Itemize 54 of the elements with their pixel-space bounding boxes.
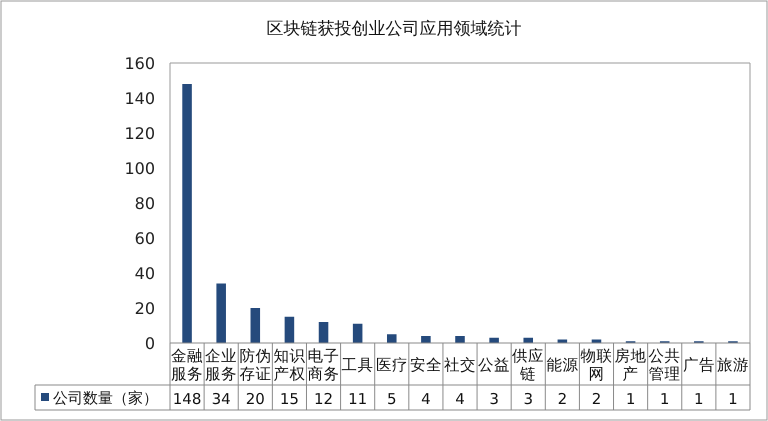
- x-tick-label: 医疗: [376, 356, 408, 374]
- data-label: 1: [626, 390, 636, 408]
- y-tick-label: 40: [134, 264, 155, 283]
- y-tick-label: 20: [134, 299, 155, 318]
- x-tick-label: 电子商务: [308, 347, 340, 383]
- x-tick-label: 广告: [682, 356, 715, 374]
- data-label: 12: [314, 390, 334, 408]
- y-tick-label: 100: [124, 159, 155, 178]
- legend-label: 公司数量（家）: [53, 389, 158, 407]
- data-label: 4: [455, 390, 465, 408]
- bar: [386, 334, 397, 343]
- chart-title: 区块链获投创业公司应用领域统计: [266, 19, 522, 39]
- x-tick-label: 房地产: [614, 347, 647, 383]
- data-label: 20: [246, 390, 265, 408]
- x-tick-label: 物联网: [580, 347, 612, 383]
- data-label: 1: [728, 390, 738, 408]
- x-tick-label: 知识产权: [273, 347, 306, 383]
- x-tick-label: 公益: [478, 356, 510, 374]
- x-tick-label: 安全: [410, 356, 442, 374]
- y-tick-label: 140: [124, 89, 155, 108]
- data-label: 3: [489, 390, 499, 408]
- x-tick-label: 能源: [546, 356, 578, 374]
- x-tick-label: 防伪存证: [239, 347, 272, 383]
- x-tick-label: 公共管理: [648, 347, 681, 383]
- bar: [352, 324, 362, 343]
- data-label: 2: [558, 390, 568, 408]
- bar: [216, 284, 226, 343]
- bar: [182, 84, 192, 343]
- y-tick-label: 120: [124, 124, 155, 143]
- bar: [318, 322, 328, 343]
- x-tick-label: 社交: [444, 356, 476, 374]
- x-tick-label: 供应链: [512, 347, 544, 383]
- data-label: 5: [386, 390, 397, 408]
- bar: [455, 336, 465, 343]
- y-tick-label: 60: [134, 229, 155, 248]
- x-tick-label: 金融服务: [171, 347, 204, 383]
- x-tick-label: 工具: [342, 356, 374, 374]
- data-label: 1: [660, 390, 670, 408]
- data-label: 2: [592, 390, 602, 408]
- bar: [250, 308, 260, 343]
- data-label: 11: [348, 390, 368, 408]
- bar: [284, 316, 294, 343]
- y-tick-label: 0: [144, 334, 155, 353]
- y-tick-label: 80: [134, 194, 155, 213]
- data-label: 4: [421, 390, 431, 408]
- data-label: 15: [280, 390, 299, 408]
- data-label: 34: [212, 390, 231, 408]
- data-label: 148: [172, 390, 202, 408]
- y-tick-label: 160: [124, 54, 155, 73]
- data-label: 3: [523, 390, 534, 408]
- bar: [421, 336, 431, 343]
- x-tick-label: 企业服务: [205, 347, 238, 383]
- data-label: 1: [694, 390, 704, 408]
- x-tick-label: 旅游: [716, 356, 749, 374]
